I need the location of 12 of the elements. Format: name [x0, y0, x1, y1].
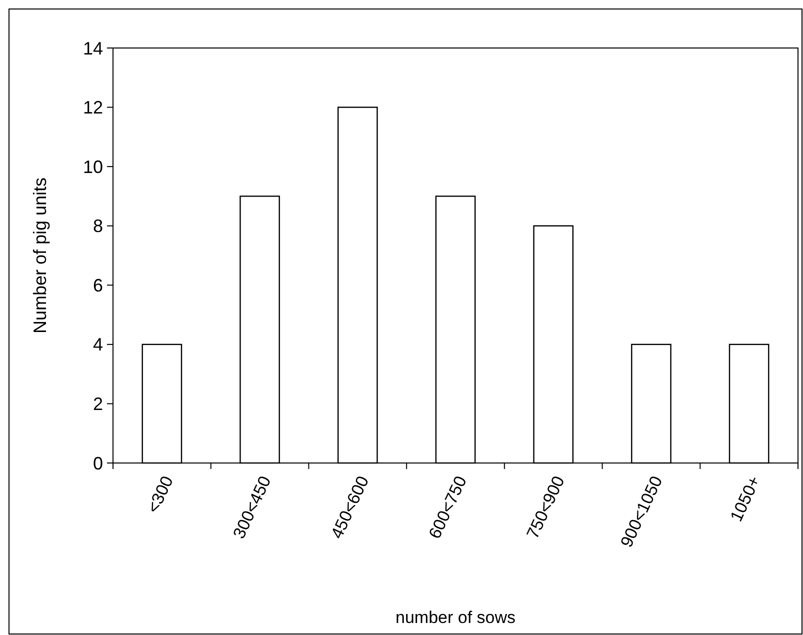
y-tick-label: 12 — [82, 98, 103, 118]
y-tick-label: 4 — [92, 334, 103, 355]
y-axis-title: Number of pig units — [30, 177, 50, 334]
x-tick-label: <300 — [144, 473, 177, 516]
y-tick-label: 10 — [82, 156, 103, 177]
x-axis-title: number of sows — [396, 608, 516, 627]
y-tick-label: 8 — [92, 216, 103, 236]
x-tick-label: 1050+ — [726, 473, 764, 524]
y-tick-label: 2 — [92, 394, 103, 414]
y-tick-label: 0 — [92, 453, 103, 474]
y-tick-label: 14 — [82, 38, 103, 58]
y-tick-label: 6 — [92, 275, 103, 296]
